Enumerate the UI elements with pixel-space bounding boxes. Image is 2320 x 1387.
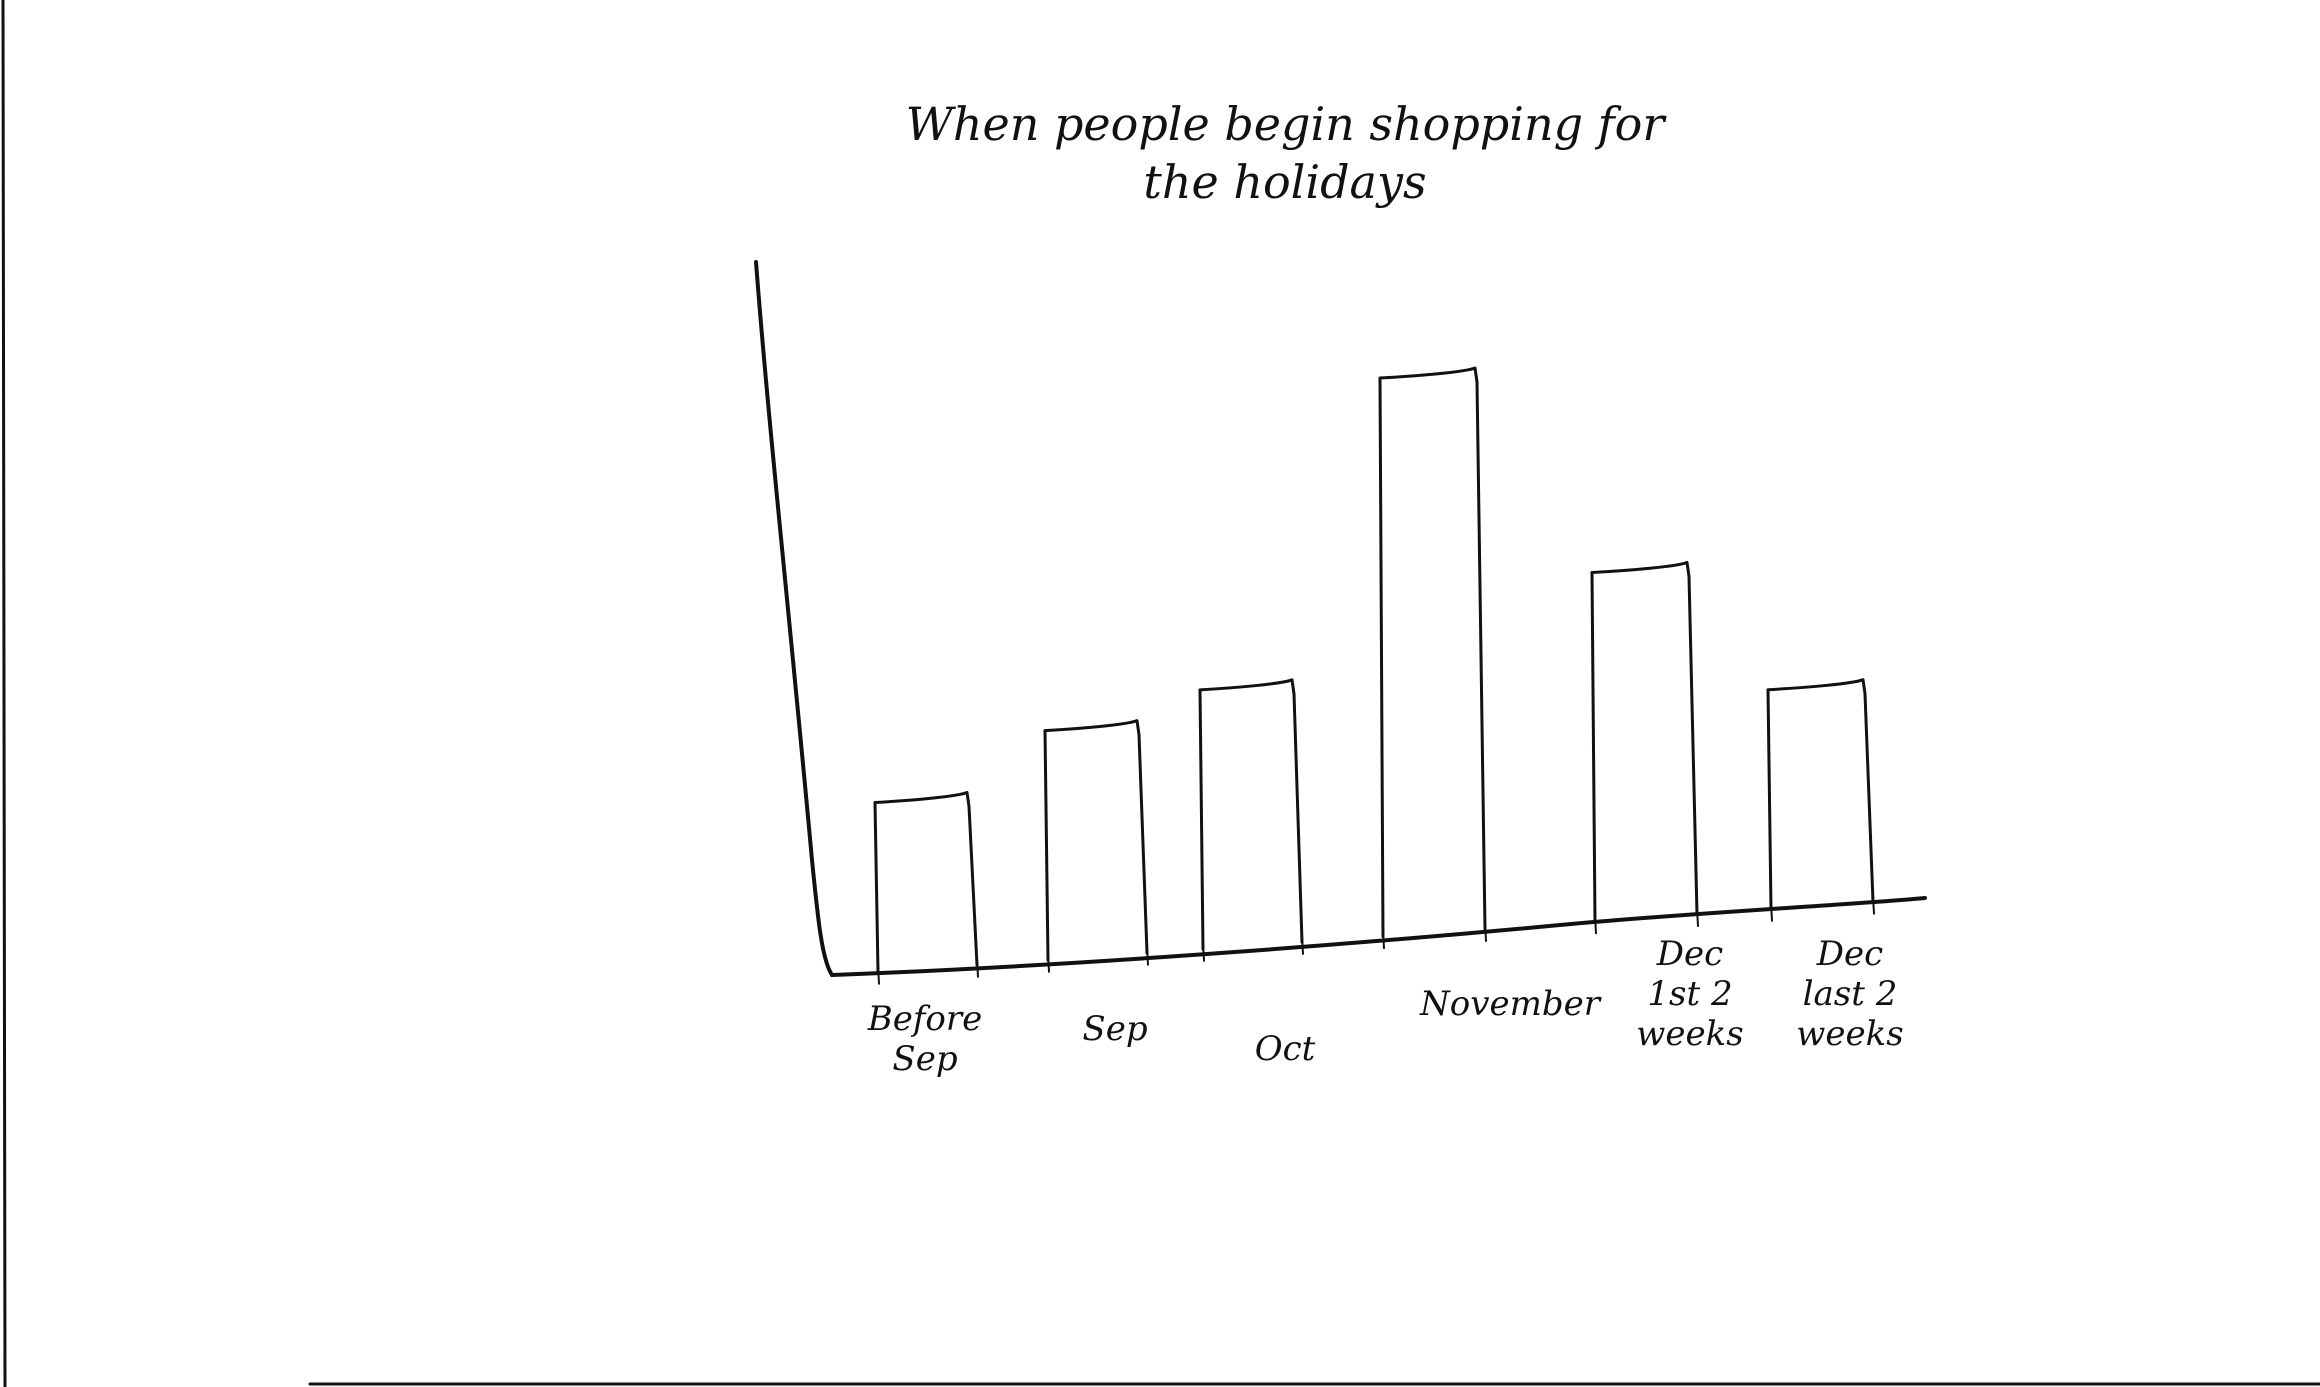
paper-left-edge xyxy=(1,0,7,1387)
bar-oct xyxy=(1198,678,1304,951)
x-tick xyxy=(1146,945,1149,966)
x-tick xyxy=(1382,929,1385,950)
x-tick xyxy=(877,964,880,985)
x-axis xyxy=(830,896,1927,977)
bar-dec-last-2-weeks xyxy=(1766,678,1875,911)
bars-layer xyxy=(873,366,1875,985)
category-labels-layer: Before Sep Sep Oct November Dec 1st 2 weeks Dec l… xyxy=(867,934,1904,1079)
x-tick-label: Oct xyxy=(1255,1029,1316,1069)
x-tick-label: Before Sep xyxy=(867,999,983,1079)
x-tick xyxy=(1484,921,1487,942)
x-tick xyxy=(1770,901,1773,922)
x-tick-label: Dec last 2 weeks xyxy=(1796,934,1903,1054)
bar-before-sep xyxy=(873,790,979,974)
x-tick xyxy=(1594,914,1597,935)
bar-dec-1st-2-weeks xyxy=(1590,560,1699,923)
y-axis xyxy=(754,260,834,977)
x-tick-label: Sep xyxy=(1082,1009,1147,1049)
chart-title-line-1: When people begin shopping for xyxy=(906,97,1668,151)
x-tick xyxy=(976,957,979,978)
bar-november xyxy=(1378,366,1487,938)
bar-sep xyxy=(1043,719,1149,962)
x-tick-label: November xyxy=(1419,984,1602,1024)
x-tick xyxy=(1202,941,1205,962)
x-tick xyxy=(1301,934,1304,955)
x-tick xyxy=(1872,894,1875,915)
x-tick xyxy=(1047,952,1050,973)
x-tick xyxy=(1696,907,1699,928)
x-tick-label: Dec 1st 2 weeks xyxy=(1636,934,1743,1054)
chart-title-line-2: the holidays xyxy=(1143,155,1426,209)
